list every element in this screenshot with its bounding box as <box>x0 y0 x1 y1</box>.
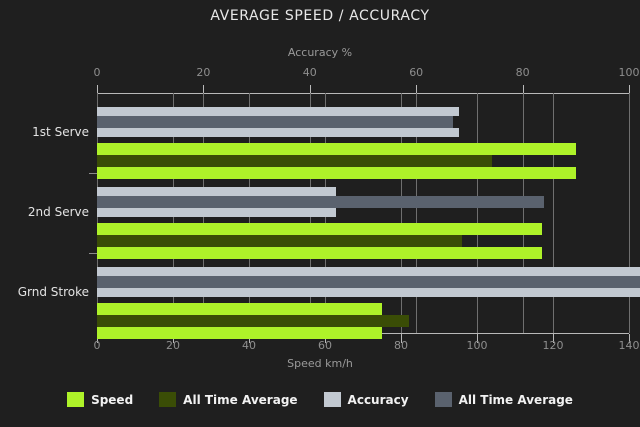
bar-speed-all-time-average <box>97 315 409 327</box>
bar-accuracy <box>97 128 459 137</box>
tick-mark-top <box>97 85 98 94</box>
top-axis-title: Accuracy % <box>287 46 353 59</box>
tick-mark-top <box>522 85 524 94</box>
tick-mark-bottom <box>477 334 478 343</box>
tick-label-speed: 100 <box>466 339 488 352</box>
legend-swatch-icon <box>323 392 341 407</box>
gridline-speed <box>477 93 478 333</box>
tick-label-accuracy: 20 <box>196 66 211 79</box>
category-tick <box>89 173 97 174</box>
gridline-accuracy <box>416 93 418 333</box>
bar-accuracy-all-time-average <box>97 116 454 128</box>
tick-label-accuracy: 60 <box>409 66 424 79</box>
gridline-accuracy <box>522 93 524 333</box>
legend-item[interactable]: Speed <box>67 392 133 407</box>
category-label: 2nd Serve <box>27 205 89 219</box>
tick-label-accuracy: 40 <box>302 66 317 79</box>
legend-label: Accuracy <box>347 392 409 407</box>
gridline-speed <box>401 93 402 333</box>
legend-swatch-icon <box>434 392 452 407</box>
category-label: 1st Serve <box>32 125 89 139</box>
tick-label-accuracy: 100 <box>618 66 640 79</box>
bar-accuracy-all-time-average <box>97 276 640 288</box>
chart-title: AVERAGE SPEED / ACCURACY <box>210 8 430 24</box>
tick-mark-top <box>629 85 630 94</box>
legend-swatch-icon <box>67 392 85 407</box>
legend-item[interactable]: All Time Average <box>434 392 573 407</box>
bar-speed-all-time-average <box>97 235 462 247</box>
bar-speed <box>97 303 382 315</box>
tick-label-speed: 120 <box>542 339 564 352</box>
legend-swatch-icon <box>159 392 177 407</box>
gridline-speed <box>553 93 554 333</box>
bar-accuracy <box>97 187 337 196</box>
bar-speed <box>97 223 542 235</box>
top-axis-line <box>97 93 629 94</box>
chart-legend: Speed All Time Average Accuracy All Time Av… <box>0 392 640 407</box>
tick-mark-bottom <box>629 334 630 343</box>
tick-mark-top <box>203 85 205 94</box>
tick-label-speed: 0 <box>93 339 101 352</box>
bar-accuracy-all-time-average <box>97 196 544 208</box>
bar-speed <box>97 247 542 259</box>
bottom-axis-title: Speed km/h <box>287 357 353 370</box>
plot-area <box>97 93 640 339</box>
legend-item[interactable]: All Time Average <box>159 392 298 407</box>
legend-item[interactable]: Accuracy <box>323 392 409 407</box>
bar-accuracy <box>97 288 640 297</box>
bar-speed <box>97 167 576 179</box>
tick-mark-bottom <box>553 334 554 343</box>
legend-label: Speed <box>91 392 134 407</box>
legend-label: All Time Average <box>458 392 573 407</box>
bar-speed-all-time-average <box>97 155 493 167</box>
bar-accuracy <box>97 208 337 217</box>
tick-label-accuracy: 80 <box>515 66 530 79</box>
tick-label-speed: 140 <box>618 339 640 352</box>
tick-label-accuracy: 0 <box>93 66 101 79</box>
category-tick <box>89 253 97 254</box>
category-label: Grnd Stroke <box>17 285 89 299</box>
tick-label-speed: 60 <box>318 339 332 352</box>
bar-accuracy <box>97 267 640 276</box>
tick-mark-bottom <box>401 334 402 343</box>
tick-mark-top <box>309 85 311 94</box>
bar-speed <box>97 143 576 155</box>
tick-mark-top <box>416 85 418 94</box>
bar-speed <box>97 327 382 339</box>
legend-label: All Time Average <box>183 392 298 407</box>
bar-accuracy <box>97 107 459 116</box>
tick-label-speed: 40 <box>242 339 256 352</box>
tick-label-speed: 80 <box>394 339 408 352</box>
tick-label-speed: 20 <box>166 339 180 352</box>
gridline-speed <box>629 93 630 333</box>
